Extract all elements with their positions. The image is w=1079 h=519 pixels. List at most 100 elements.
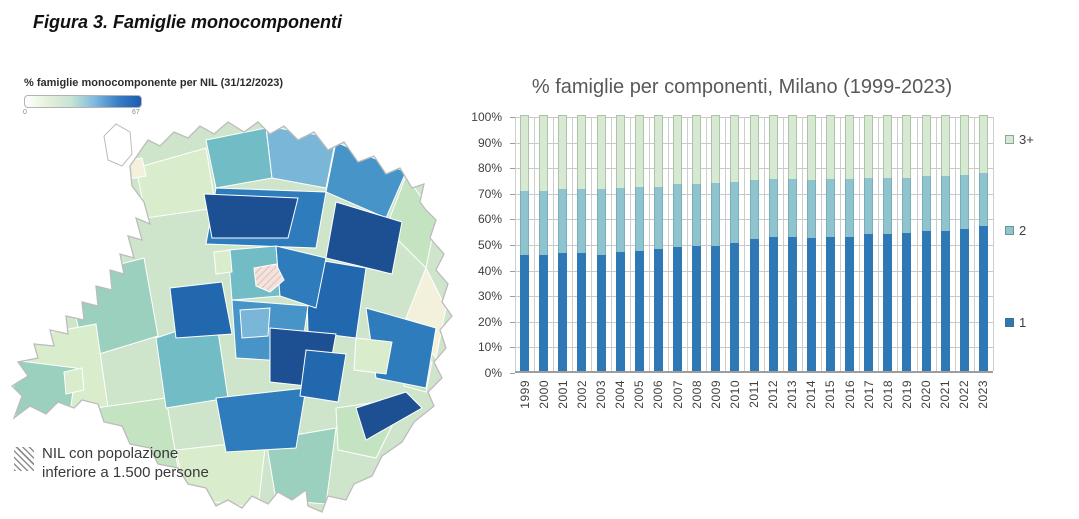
- y-tick-label: 0%: [484, 366, 502, 380]
- bar-2007: [673, 115, 683, 371]
- bar-segment-3+: [806, 115, 816, 181]
- bar-segment-1: [692, 245, 702, 371]
- x-tick-label: 2008: [689, 380, 704, 409]
- bar-segment-3+: [730, 115, 740, 182]
- x-tick-label: 2016: [842, 380, 857, 409]
- bar-segment-2: [845, 179, 855, 237]
- bar-segment-3+: [921, 115, 931, 177]
- y-tick-mark: [510, 373, 515, 374]
- x-tick-label: 2006: [651, 380, 666, 409]
- bar-2019: [902, 115, 912, 371]
- bar-2017: [864, 115, 874, 371]
- x-tick-label: 2023: [976, 380, 991, 409]
- gridline-v: [783, 117, 784, 371]
- bar-segment-2: [825, 179, 835, 237]
- bar-segment-3+: [883, 115, 893, 178]
- bar-segment-1: [959, 228, 969, 371]
- y-tick-label: 70%: [477, 186, 502, 201]
- bar-segment-1: [539, 254, 549, 371]
- bar-segment-2: [596, 189, 606, 255]
- gridline-v: [725, 117, 726, 371]
- hatch-pattern-swatch: [14, 447, 34, 471]
- x-tick-label: 2000: [536, 380, 551, 409]
- legend-label-1: 1: [1019, 315, 1027, 330]
- map-scale-min-label: 0: [23, 109, 27, 116]
- bar-2023: [978, 115, 988, 371]
- gridline-v: [974, 117, 975, 371]
- gridline-v: [534, 117, 535, 371]
- bar-segment-2: [520, 190, 530, 255]
- bar-segment-1: [730, 243, 740, 371]
- bar-segment-3+: [864, 115, 874, 178]
- bar-segment-1: [978, 226, 988, 371]
- bar-segment-1: [577, 253, 587, 371]
- stacked-bar-chart: % famiglie per componenti, Milano (1999-…: [462, 70, 1079, 450]
- x-tick-label: 2001: [555, 380, 570, 409]
- bar-segment-2: [940, 176, 950, 232]
- x-tick-label: 2021: [938, 380, 953, 409]
- x-tick-label: 2012: [766, 380, 781, 409]
- chart-title: % famiglie per componenti, Milano (1999-…: [531, 76, 953, 98]
- y-tick-mark: [510, 245, 515, 246]
- bar-2022: [959, 115, 969, 371]
- gridline-v: [802, 117, 803, 371]
- bar-2012: [768, 115, 778, 371]
- bar-segment-1: [520, 254, 530, 371]
- bar-segment-3+: [940, 115, 950, 177]
- bar-2021: [940, 115, 950, 371]
- gridline-v: [706, 117, 707, 371]
- gridline-v: [744, 117, 745, 371]
- bar-2000: [539, 115, 549, 371]
- low-population-nil-patch: [253, 263, 285, 293]
- bar-2010: [730, 115, 740, 371]
- bar-segment-1: [634, 250, 644, 371]
- y-tick-mark: [510, 270, 515, 272]
- bar-segment-3+: [749, 115, 759, 181]
- bar-segment-1: [596, 254, 606, 371]
- x-tick-label: 2022: [957, 380, 972, 409]
- gridline-v: [572, 117, 573, 371]
- bar-segment-3+: [634, 115, 644, 187]
- bar-segment-2: [806, 180, 816, 238]
- y-tick-mark: [510, 219, 515, 221]
- bar-segment-1: [864, 234, 874, 371]
- x-tick-label: 2002: [574, 380, 589, 409]
- bar-segment-1: [711, 245, 721, 371]
- figure-title: Figura 3. Famiglie monocomponenti: [33, 12, 343, 32]
- bar-2008: [692, 115, 702, 371]
- bar-segment-2: [768, 179, 778, 237]
- legend-item-3+: 3+: [1005, 132, 1034, 147]
- y-tick-mark: [510, 142, 515, 144]
- y-tick-mark: [510, 321, 515, 323]
- y-tick-label: 30%: [477, 289, 502, 304]
- bar-segment-2: [883, 177, 893, 235]
- bar-segment-3+: [768, 115, 778, 180]
- bar-segment-2: [558, 189, 568, 254]
- gridline-v: [611, 117, 612, 371]
- gridline-v: [630, 117, 631, 371]
- map-outline: [10, 121, 453, 513]
- map-note-line2: inferiore a 1.500 persone: [42, 464, 209, 481]
- legend-swatch-3+: [1005, 135, 1014, 144]
- bar-segment-3+: [787, 115, 797, 180]
- gridline-v: [687, 117, 688, 371]
- x-tick-label: 2009: [708, 380, 723, 409]
- x-tick-label: 2013: [785, 380, 800, 409]
- bar-segment-3+: [845, 115, 855, 180]
- y-tick-label: 50%: [477, 238, 502, 252]
- bar-segment-2: [692, 184, 702, 246]
- bar-segment-2: [539, 190, 549, 255]
- x-tick-label: 2015: [823, 380, 838, 409]
- bar-segment-2: [711, 182, 721, 246]
- y-tick-mark: [510, 168, 515, 170]
- bar-segment-2: [959, 175, 969, 229]
- gridline-v: [859, 117, 860, 371]
- bar-segment-1: [825, 236, 835, 371]
- y-tick-mark: [510, 117, 515, 118]
- bar-segment-3+: [653, 115, 663, 187]
- gridline-v: [668, 117, 669, 371]
- bar-segment-2: [615, 187, 625, 252]
- gridline-v: [993, 117, 994, 371]
- bar-2013: [787, 115, 797, 371]
- bar-segment-3+: [959, 115, 969, 176]
